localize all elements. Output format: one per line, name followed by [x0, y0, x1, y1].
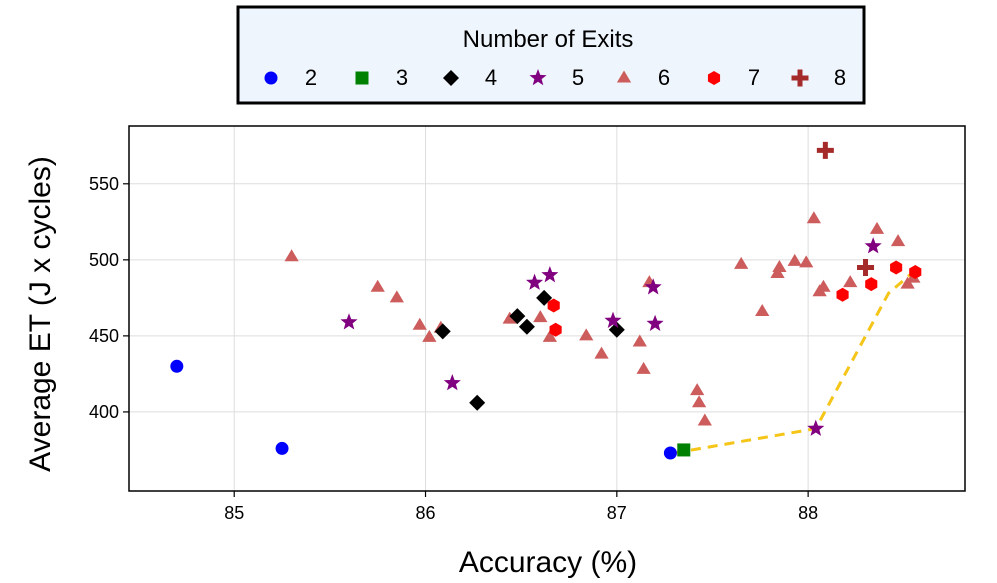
- point-exits-5: [646, 314, 664, 331]
- y-tick-label: 400: [89, 402, 119, 422]
- pareto-front: [673, 270, 915, 455]
- point-exits-6: [422, 329, 437, 342]
- point-exits-8: [857, 258, 875, 276]
- y-axis-label: Average ET (J x cycles): [24, 156, 57, 472]
- point-exits-6: [799, 255, 814, 268]
- point-exits-6: [636, 361, 651, 374]
- legend-label-exits-6: 6: [658, 65, 670, 90]
- y-tick-label: 550: [89, 174, 119, 194]
- point-exits-6: [533, 310, 548, 323]
- point-exits-6: [772, 259, 787, 272]
- point-exits-7: [890, 260, 903, 275]
- point-exits-4: [608, 321, 625, 338]
- pareto-front-line: [673, 270, 915, 455]
- y-axis-ticks: 400 450 500 550: [89, 174, 129, 422]
- point-exits-4: [434, 323, 451, 340]
- legend-marker-exits-8: [791, 69, 809, 87]
- legend-marker-exits-4: [443, 70, 459, 86]
- point-exits-5: [807, 419, 825, 436]
- point-exits-5: [541, 266, 559, 283]
- legend-label-exits-7: 7: [748, 65, 760, 90]
- point-exits-6: [816, 279, 831, 292]
- point-exits-7: [547, 298, 560, 313]
- point-exits-6: [542, 329, 557, 342]
- point-exits-6: [787, 253, 802, 266]
- point-exits-7: [549, 322, 562, 337]
- x-tick-label: 85: [224, 503, 244, 523]
- legend-label-exits-3: 3: [396, 65, 408, 90]
- x-axis-label: Accuracy (%): [459, 546, 637, 579]
- plot-frame: [128, 125, 966, 492]
- legend-label-exits-5: 5: [572, 65, 584, 90]
- x-tick-label: 86: [416, 503, 436, 523]
- point-exits-6: [691, 395, 707, 408]
- legend-marker-exits-7: [707, 71, 721, 85]
- legend-marker-exits-2: [264, 71, 278, 85]
- point-exits-7: [836, 287, 849, 302]
- legend-label-exits-8: 8: [834, 65, 846, 90]
- point-exits-6: [770, 266, 785, 279]
- legend-marker-exits-5: [529, 69, 547, 86]
- legend-items: 2 3 4 5 6 7 8: [264, 65, 846, 90]
- point-exits-4: [509, 308, 526, 325]
- legend-box: [236, 5, 866, 105]
- point-exits-2: [275, 441, 289, 455]
- point-exits-5: [340, 313, 358, 330]
- point-exits-4: [469, 394, 486, 411]
- point-exits-6: [579, 328, 594, 341]
- point-exits-6: [502, 311, 517, 324]
- point-exits-6: [697, 413, 712, 426]
- point-exits-5: [604, 311, 622, 328]
- point-exits-2: [663, 446, 677, 460]
- y-tick-label: 500: [89, 250, 119, 270]
- point-exits-7: [865, 277, 878, 292]
- point-exits-6: [690, 383, 705, 396]
- point-exits-6: [900, 276, 915, 289]
- legend: Number of Exits 2 3 4 5 6 7 8: [236, 5, 866, 105]
- point-exits-6: [370, 279, 385, 292]
- point-exits-5: [526, 273, 544, 290]
- legend-marker-exits-6: [616, 70, 632, 83]
- point-exits-5: [864, 237, 882, 254]
- legend-title: Number of Exits: [463, 26, 634, 53]
- point-exits-3: [677, 443, 691, 457]
- grid-lines: [129, 126, 965, 491]
- point-exits-6: [806, 211, 821, 224]
- point-exits-6: [734, 256, 749, 269]
- x-tick-label: 87: [607, 503, 627, 523]
- x-tick-label: 88: [798, 503, 818, 523]
- legend-label-exits-4: 4: [485, 65, 497, 90]
- point-exits-8: [816, 141, 834, 159]
- point-exits-6: [594, 346, 609, 359]
- point-exits-6: [412, 317, 427, 330]
- point-exits-2: [170, 359, 184, 373]
- point-exits-6: [632, 334, 647, 347]
- point-exits-6: [869, 221, 885, 234]
- y-tick-label: 450: [89, 326, 119, 346]
- legend-label-exits-2: 2: [305, 65, 317, 90]
- point-exits-6: [284, 249, 299, 262]
- x-axis-ticks: 85 86 87 88: [224, 491, 818, 523]
- point-exits-7: [909, 265, 922, 279]
- point-exits-6: [755, 304, 770, 317]
- data-points: [170, 141, 922, 460]
- legend-marker-exits-3: [355, 71, 369, 85]
- point-exits-6: [843, 275, 858, 288]
- point-exits-6: [389, 290, 404, 303]
- point-exits-5: [443, 374, 461, 391]
- point-exits-5: [644, 278, 662, 295]
- point-exits-4: [518, 318, 535, 335]
- point-exits-6: [890, 234, 906, 247]
